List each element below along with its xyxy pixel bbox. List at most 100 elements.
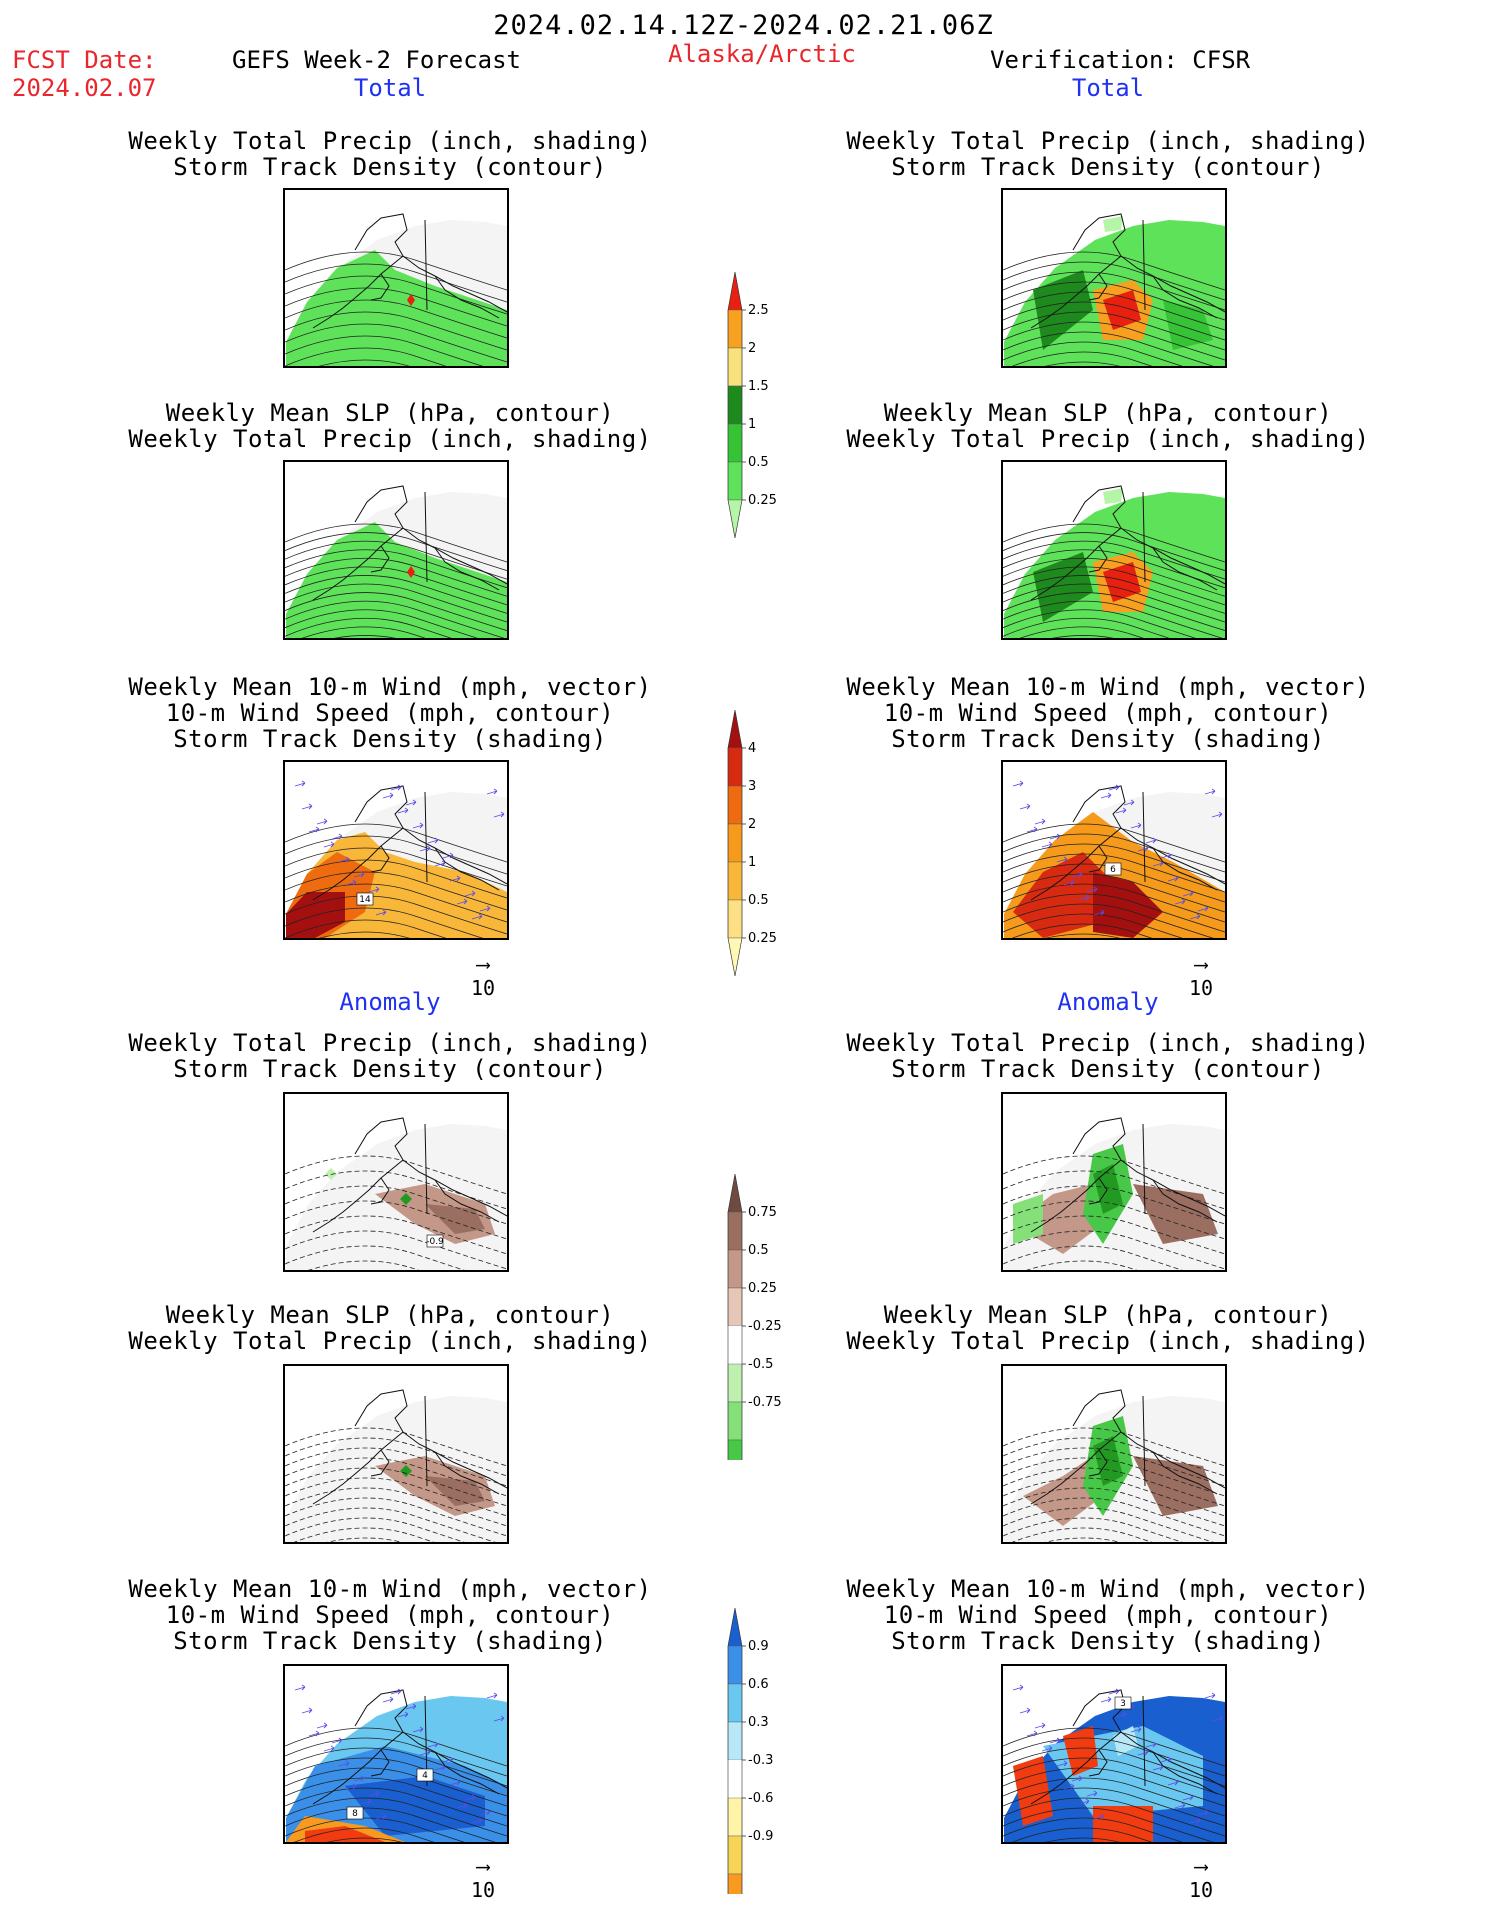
panel-title-8: Weekly Total Precip (inch, shading) Storm… <box>846 1029 1370 1083</box>
colorbar-segment <box>727 1721 743 1761</box>
fcst-date-label: FCST Date: <box>12 46 157 74</box>
colorbar-tick-label: -0.5 <box>748 1357 773 1372</box>
shaded-field <box>425 1204 485 1234</box>
colorbar-tick-label: 0.5 <box>748 455 769 470</box>
panel-title-3: Weekly Mean SLP (hPa, contour) Weekly Tot… <box>128 399 652 453</box>
contour-lines <box>285 251 507 366</box>
colorbar-tick-label: 0.75 <box>748 1205 777 1220</box>
colorbar-segment <box>727 461 743 501</box>
colorbar-tick-label: 4 <box>748 741 756 756</box>
coastline <box>312 785 507 901</box>
contour-label-box <box>416 1768 434 1782</box>
map-panel-10 <box>1001 1364 1227 1544</box>
contour-label-box <box>1114 1696 1132 1710</box>
contour-label: 14 <box>359 895 371 905</box>
coastline <box>312 1389 507 1505</box>
colorbar-tick-label: 1 <box>748 417 756 432</box>
colorbar-tick-label: -0.75 <box>748 1395 782 1410</box>
colorbar-segment <box>727 1439 743 1479</box>
colorbar-tick-label: 0.25 <box>748 931 777 946</box>
colorbar-segment <box>727 1607 743 1647</box>
colorbar-segment <box>727 499 743 539</box>
colorbar-tick-label: 2.5 <box>748 303 769 318</box>
colorbar-segment <box>727 823 743 863</box>
contour-label: 3 <box>1120 1699 1126 1709</box>
panel-title-7: Weekly Total Precip (inch, shading) Storm… <box>128 1029 652 1083</box>
colorbar-segment <box>727 709 743 749</box>
contour-lines <box>1003 523 1225 638</box>
contour-lines <box>285 1427 507 1542</box>
colorbar-segment <box>727 385 743 425</box>
arrow-right-icon: ⟶ <box>476 1854 490 1878</box>
colorbar-segment <box>727 861 743 901</box>
colorbar-tick-label: 0.25 <box>748 493 777 508</box>
coastline <box>1030 785 1225 901</box>
fcst-date-value: 2024.02.07 <box>12 74 157 102</box>
colorbar-tick-label: 0.3 <box>748 1715 769 1730</box>
shaded-field <box>1023 1456 1103 1526</box>
arrow-right-icon: ⟶ <box>1194 952 1208 976</box>
section-anomaly-right: Anomaly <box>1057 988 1159 1016</box>
wind-vectors <box>294 1684 505 1824</box>
colorbar-segment <box>728 1326 742 1364</box>
contour-label: 4 <box>422 1771 428 1781</box>
panel-title-11: Weekly Mean 10-m Wind (mph, vector) 10-m … <box>128 1575 652 1655</box>
contour-label-box <box>1104 862 1122 876</box>
contour-lines <box>285 823 507 938</box>
colorbar-segment <box>728 1760 742 1798</box>
map-panel-12: 3 <box>1001 1664 1227 1844</box>
arrow-right-icon: ⟶ <box>1194 1854 1208 1878</box>
vector-ref-5: ⟶ 10 <box>470 952 496 1000</box>
map-panel-9 <box>283 1364 509 1544</box>
panel-title-1: Weekly Total Precip (inch, shading) Storm… <box>128 127 652 181</box>
vector-ref-12: ⟶ 10 <box>1188 1854 1214 1902</box>
precip-max <box>407 566 415 578</box>
colorbar-storm-anomaly: 0.9 0.6 0.3 -0.3 -0.6 -0.9 <box>718 1604 798 1925</box>
map-panel-8 <box>1001 1092 1227 1272</box>
vector-ref-6: ⟶ 10 <box>1188 952 1214 1000</box>
colorbar-precip-total: 2.5 2 1.5 1 0.5 0.25 <box>718 268 798 562</box>
contour-lines <box>1003 1155 1225 1270</box>
colorbar-tick-label: 0.5 <box>748 893 769 908</box>
shaded-field <box>286 250 507 366</box>
panel-title-10: Weekly Mean SLP (hPa, contour) Weekly Tot… <box>846 1301 1370 1355</box>
map-panel-6: 6 <box>1001 760 1227 940</box>
colorbar-segment <box>727 1873 743 1913</box>
precip-max <box>407 294 415 306</box>
contour-lines <box>1003 1727 1225 1842</box>
colorbar-segment <box>727 1249 743 1289</box>
shaded-field <box>400 1193 412 1205</box>
panel-title-5: Weekly Mean 10-m Wind (mph, vector) 10-m … <box>128 673 652 753</box>
section-total-left: Total <box>353 74 427 102</box>
colorbar-tick-label: -0.6 <box>748 1791 773 1806</box>
colorbar-segment <box>727 1645 743 1685</box>
colorbar-segment <box>727 347 743 387</box>
colorbar-tick-label: 3 <box>748 779 756 794</box>
map-panel-1 <box>283 188 509 368</box>
colorbar-tick-label: 0.25 <box>748 1281 777 1296</box>
contour-lines <box>285 523 507 638</box>
contour-label-box <box>346 1806 364 1820</box>
colorbar-tick-label: 2 <box>748 817 756 832</box>
shaded-field <box>1133 1184 1218 1244</box>
colorbar-storm-total: 4 3 2 1 0.5 0.25 <box>718 706 798 1000</box>
colorbar-tick-label: 1 <box>748 855 756 870</box>
coastline <box>312 213 507 329</box>
section-total-right: Total <box>1071 74 1145 102</box>
colorbar-segment <box>727 1173 743 1213</box>
colorbar-tick-label: 0.6 <box>748 1677 769 1692</box>
panel-title-12: Weekly Mean 10-m Wind (mph, vector) 10-m … <box>846 1575 1370 1655</box>
colorbar-segment <box>727 1835 743 1875</box>
panel-title-4: Weekly Mean SLP (hPa, contour) Weekly Tot… <box>846 399 1370 453</box>
colorbar-tick-label: 1.5 <box>748 379 769 394</box>
contour-lines <box>285 1727 507 1842</box>
map-panel-2 <box>1001 188 1227 368</box>
shaded-field <box>1103 488 1123 504</box>
coastline <box>312 485 507 601</box>
colorbar-segment <box>727 937 743 977</box>
map-panel-5: 14 <box>283 760 509 940</box>
shaded-field <box>1103 290 1141 330</box>
section-anomaly-left: Anomaly <box>339 988 441 1016</box>
panel-title-6: Weekly Mean 10-m Wind (mph, vector) 10-m … <box>846 673 1370 753</box>
shaded-field <box>1093 872 1163 938</box>
